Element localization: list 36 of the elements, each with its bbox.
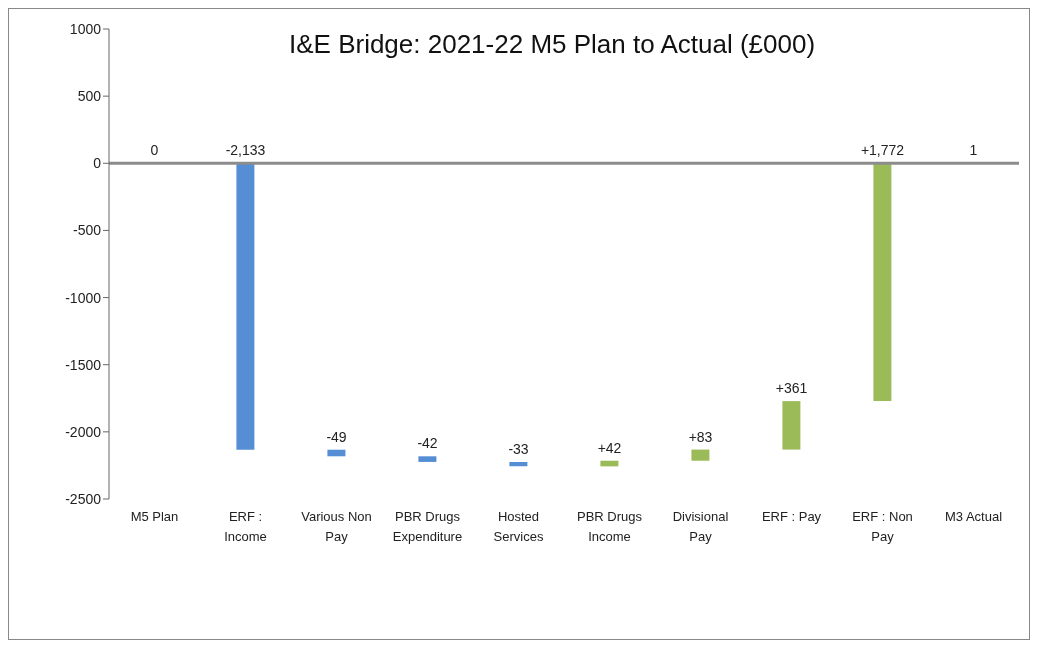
y-tick-label: 500 [77,88,102,105]
data-label: +361 [775,380,808,397]
y-tick-label: -1000 [65,289,102,306]
bar [418,456,437,462]
y-tick-label: -2500 [65,490,102,507]
chart-title: I&E Bridge: 2021-22 M5 Plan to Actual (£000) [289,29,816,60]
y-tick-label: 1000 [69,20,102,37]
x-tick-label: Hosted Services [493,509,544,544]
bar [509,461,528,467]
bar [691,449,710,461]
data-label: +42 [597,439,622,456]
y-tick-label: -2000 [65,423,102,440]
y-tick-label: -1500 [65,356,102,373]
data-label: 0 [150,142,159,159]
data-label: -33 [508,440,529,457]
x-tick-label: PBR Drugs Income [576,509,643,544]
data-label: +1,772 [860,142,905,159]
y-tick-label: -500 [72,222,102,239]
bar [782,401,801,450]
x-tick-label: Divisional Pay [672,509,729,544]
data-label: -2,133 [225,142,266,159]
y-tick-label: 0 [93,155,102,172]
data-label: -49 [326,428,347,445]
x-tick-label: M5 Plan [130,509,179,524]
data-label: -42 [417,435,438,452]
x-tick-label: M3 Actual [944,509,1003,524]
x-tick-label: ERF : Pay [761,509,822,524]
data-label: +83 [688,428,713,445]
bar [327,449,346,457]
bar [236,163,255,450]
x-tick-label: ERF : Income [224,509,267,544]
data-label: 1 [969,142,978,159]
x-tick-label: PBR Drugs Expenditure [392,509,463,544]
bar [873,163,892,402]
x-tick-label: Various Non Pay [301,509,372,544]
x-tick-label: ERF : Non Pay [852,509,913,544]
